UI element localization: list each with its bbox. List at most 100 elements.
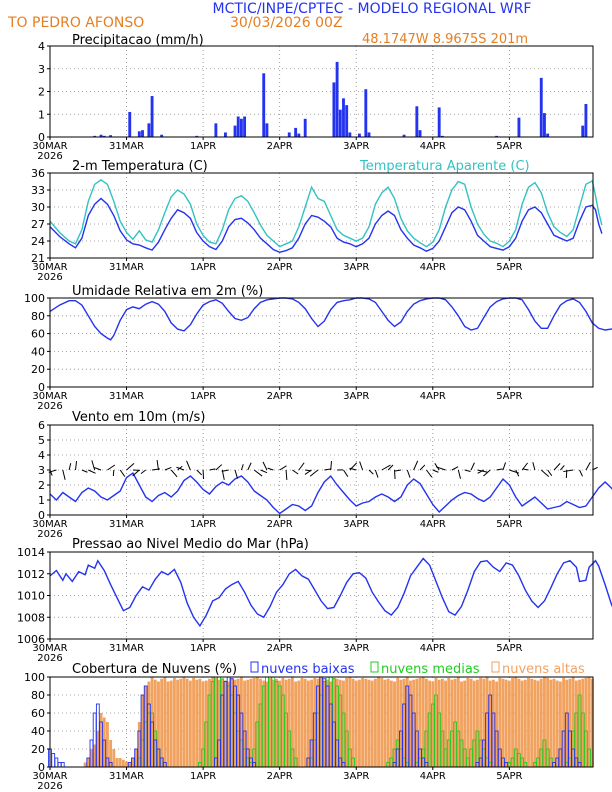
rh-year-label: 2026 [37, 401, 62, 412]
clouds-xtick-label: 5APR [496, 771, 522, 782]
cloud-bar-nuvens-altas [590, 678, 594, 767]
cloud-bar-nuvens-altas [476, 679, 479, 767]
cloud-bar-nuvens-altas [552, 678, 556, 767]
rh-title: Umidade Relativa em 2m (%) [72, 284, 263, 299]
wind-arrow [349, 467, 357, 471]
wind-arrow [560, 465, 565, 471]
wind-frame [49, 424, 594, 516]
temp-series-line [49, 197, 603, 254]
precip-bar [233, 125, 237, 137]
precip-title: Precipitacao (mm/h) [72, 33, 204, 48]
cloud-bar-nuvens-altas [562, 677, 566, 767]
temp-title: 2-m Temperatura (C) [72, 159, 208, 174]
wind-year-label: 2026 [37, 529, 62, 540]
cloud-bar-nuvens-altas [415, 678, 419, 767]
wind-arrow [394, 469, 401, 472]
precip-bar [214, 123, 218, 137]
pres-series-line [49, 557, 612, 628]
precip-ytick-label: 3 [38, 63, 45, 76]
cloud-bar-nuvens-altas [485, 677, 489, 767]
precip-bar [109, 135, 113, 137]
rh-ytick-label: 100 [24, 292, 45, 305]
clouds-ytick-label: 100 [24, 671, 45, 684]
cloud-bar-nuvens-altas [316, 678, 320, 767]
precip-year-label: 2026 [37, 151, 62, 162]
cloud-bar-nuvens-altas [214, 677, 218, 767]
precip-bar [418, 130, 422, 137]
temp-xtick-label: 3APR [343, 262, 369, 273]
cloud-bar-nuvens-altas [533, 679, 537, 767]
cloud-bar-nuvens-altas [271, 679, 275, 767]
temp-xtick-label: 5APR [496, 262, 522, 273]
wind-arrow [176, 466, 185, 471]
precip-xtick-label: 30MAR [32, 141, 67, 152]
legend-label-altas: nuvens altas [502, 662, 585, 677]
cloud-bar-nuvens-altas [115, 758, 119, 767]
cloud-bar-nuvens-altas [105, 722, 109, 767]
cloud-bar-nuvens-altas [262, 680, 266, 767]
cloud-bar-nuvens-altas [348, 677, 352, 767]
precip-bar [128, 111, 132, 137]
cloud-bar-nuvens-altas [306, 680, 310, 767]
precip-bar [137, 131, 141, 137]
temp-xtick-label: 4APR [420, 262, 446, 273]
cloud-bar-nuvens-altas [310, 679, 314, 767]
wind-arrow [240, 464, 244, 471]
cloud-bar-nuvens-altas [568, 678, 572, 767]
temp-xtick-label: 1APR [190, 262, 216, 273]
cloud-bar-nuvens-altas [450, 679, 454, 767]
cloud-bar-nuvens-altas [163, 677, 167, 767]
legend-swatch-altas [491, 661, 500, 673]
cloud-bar-nuvens-altas [268, 677, 272, 767]
precip-bar [348, 132, 352, 137]
pres-xtick-label: 1APR [190, 643, 216, 654]
cloud-bar-nuvens-altas [447, 677, 451, 767]
wind-arrow [419, 464, 426, 471]
precip-bar [141, 130, 144, 137]
clouds-ytick-label: 80 [31, 689, 45, 702]
cloud-bar-nuvens-altas [172, 677, 176, 767]
precip-bar [546, 133, 550, 137]
wind-arrow [164, 466, 172, 471]
pres-title: Pressao ao Nivel Medio do Mar (hPa) [72, 537, 309, 552]
cloud-bar-nuvens-altas [195, 679, 199, 767]
precip-bar [332, 82, 336, 137]
wind-arrow [394, 469, 396, 480]
pres-ytick-label: 1006 [17, 633, 45, 646]
cloud-bar-nuvens-baixas [51, 753, 56, 768]
cloud-bar-nuvens-altas [434, 677, 438, 767]
cloud-bar-nuvens-altas [495, 681, 499, 767]
cloud-bar-nuvens-altas [444, 680, 447, 767]
pres-xtick-label: 2APR [267, 643, 293, 654]
cloud-bar-nuvens-altas [498, 677, 502, 767]
run-label: 30/03/2026 00Z [230, 15, 343, 31]
cloud-bar-nuvens-altas [179, 678, 183, 767]
cloud-bar-nuvens-altas [364, 678, 368, 767]
pres-ytick-label: 1014 [17, 546, 45, 559]
cloud-bar-nuvens-altas [157, 681, 160, 767]
cloud-bar-nuvens-altas [332, 677, 336, 767]
wind-arrow [267, 467, 274, 471]
cloud-bar-nuvens-altas [329, 681, 333, 767]
cloud-bar-nuvens-altas [217, 679, 221, 767]
precip-bar [402, 134, 406, 137]
cloud-bar-nuvens-altas [491, 679, 495, 767]
cloud-bar-nuvens-altas [109, 740, 113, 767]
cloud-bar-nuvens-altas [437, 679, 441, 767]
main-title: MCTIC/INPE/CPTEC - MODELO REGIONAL WRF [213, 1, 532, 17]
precip-bar [584, 104, 588, 137]
precip-bar [539, 77, 543, 137]
cloud-bar-nuvens-altas [112, 749, 116, 767]
cloud-bar-nuvens-altas [453, 678, 457, 767]
cloud-bar-nuvens-altas [546, 677, 550, 767]
cloud-bar-nuvens-altas [211, 677, 215, 767]
cloud-bar-nuvens-altas [322, 680, 326, 767]
precip-bar [160, 134, 164, 137]
precip-bar [367, 132, 371, 137]
location-label: TO PEDRO AFONSO [7, 15, 144, 31]
precip-bar [287, 132, 291, 137]
cloud-bar-nuvens-altas [460, 681, 463, 767]
legend-label-baixas: nuvens baixas [261, 662, 355, 677]
clouds-title: Cobertura de Nuvens (%) [72, 662, 237, 677]
